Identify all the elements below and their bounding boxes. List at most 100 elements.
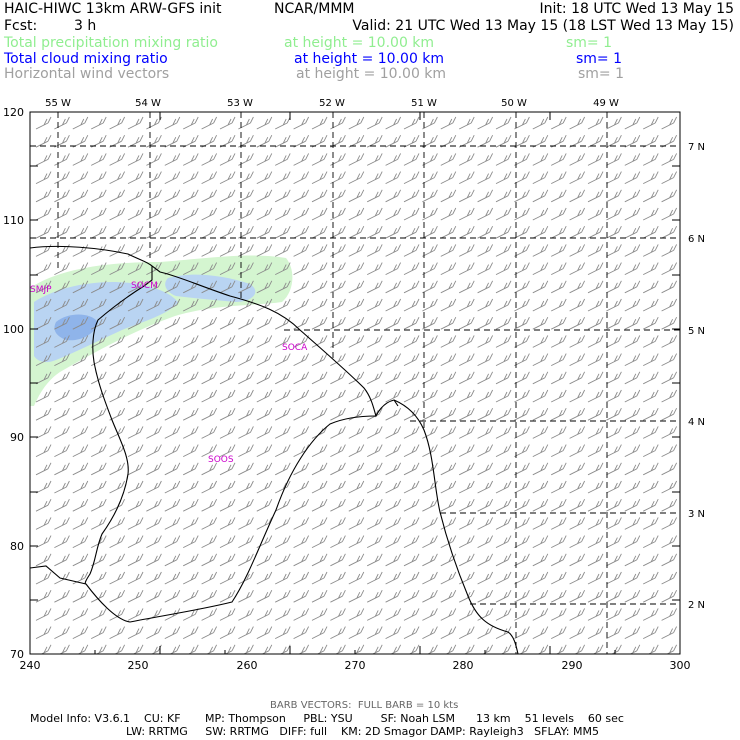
wind-barb <box>311 626 328 640</box>
latitude-labels: 7 N 6 N 5 N 4 N 3 N 2 N <box>688 142 705 611</box>
wind-barb <box>256 626 273 640</box>
wind-barb <box>293 280 310 294</box>
wind-barb <box>90 371 107 385</box>
wind-barb <box>422 207 438 221</box>
wind-barb <box>90 153 107 166</box>
wind-barb <box>458 371 475 385</box>
wind-barb <box>127 407 144 421</box>
wind-barb <box>587 553 604 567</box>
wind-barb <box>274 280 291 294</box>
wind-barb <box>182 426 199 439</box>
wind-barb <box>403 171 420 185</box>
station-labels: SMJP SOCM SOCA SOOS <box>30 281 308 465</box>
wind-barb <box>182 589 199 603</box>
wind-barb <box>182 262 199 276</box>
wind-barb <box>311 371 328 385</box>
wind-barb <box>606 462 622 476</box>
wind-barb <box>54 535 70 549</box>
wind-barb <box>90 189 107 203</box>
wind-barb <box>256 316 273 330</box>
wind-barb <box>606 608 622 621</box>
wind-barb <box>477 116 494 130</box>
wind-barb <box>463 644 475 654</box>
wind-barb <box>477 444 494 458</box>
wind-barb <box>606 207 622 221</box>
wind-barb <box>274 535 291 549</box>
wind-barb <box>219 389 236 403</box>
wind-barb <box>201 134 218 148</box>
wind-barb <box>495 189 512 203</box>
wind-barb <box>348 535 365 549</box>
wind-barb <box>311 207 328 221</box>
wind-barb <box>440 608 457 621</box>
wind-barb <box>458 462 475 476</box>
wind-barb <box>679 492 680 493</box>
wind-barb <box>385 571 402 585</box>
wind-barb <box>642 608 659 621</box>
wind-barb <box>458 298 475 312</box>
wind-barb <box>422 571 438 585</box>
x-axis-ticks <box>29 112 681 654</box>
wind-barb <box>219 244 236 257</box>
wind-barb <box>72 189 89 203</box>
wind-barb <box>182 517 199 530</box>
wind-barb <box>624 189 641 203</box>
wind-barb <box>219 517 236 530</box>
wind-barb <box>311 608 328 621</box>
wind-barb <box>35 553 52 567</box>
wind-barb <box>330 262 346 276</box>
wind-barb <box>661 407 678 421</box>
wind-barb <box>569 353 586 367</box>
wind-barb <box>109 134 126 148</box>
wind-barb <box>366 225 383 239</box>
wind-barb <box>35 626 52 640</box>
wind-barb <box>293 589 310 603</box>
wind-barb <box>422 371 438 385</box>
wind-barb <box>642 389 659 403</box>
wind-barb <box>90 407 107 421</box>
wind-barb <box>477 134 494 148</box>
wind-barb <box>54 262 70 276</box>
wind-barb <box>54 153 70 166</box>
wind-barb <box>40 644 52 654</box>
wind-barb <box>182 389 199 403</box>
wind-barb <box>146 116 162 130</box>
wind-barb <box>440 407 457 421</box>
x-tick-280: 280 <box>453 659 474 672</box>
wind-barb <box>385 116 402 130</box>
wind-barb <box>54 517 70 530</box>
wind-barb <box>403 262 420 276</box>
wind-barb <box>201 116 218 130</box>
wind-barb <box>532 189 549 203</box>
wind-barb <box>661 225 678 239</box>
wind-barb <box>642 517 659 530</box>
wind-barb <box>127 462 144 476</box>
wind-barb <box>642 134 659 148</box>
wind-barb <box>422 444 438 458</box>
wind-barb <box>514 407 530 421</box>
wind-barb <box>661 626 678 640</box>
wind-barb <box>366 316 383 330</box>
wind-barb <box>550 535 567 549</box>
wind-barb <box>146 207 162 221</box>
wind-barb <box>311 189 328 203</box>
wind-barb <box>54 335 70 348</box>
wind-barb <box>403 444 420 458</box>
wind-barb <box>514 426 530 439</box>
wind-barb <box>514 171 530 185</box>
wind-barb <box>54 444 70 458</box>
y-tick-100: 100 <box>3 323 24 336</box>
wind-barb <box>440 589 457 603</box>
wind-barb <box>109 116 126 130</box>
wind-barb <box>366 116 383 130</box>
wind-barb <box>422 298 438 312</box>
wind-barb <box>550 571 567 585</box>
wind-barb <box>330 244 346 257</box>
wind-barb <box>422 189 438 203</box>
wind-barb <box>201 571 218 585</box>
wind-barb <box>514 189 530 203</box>
wind-barb <box>587 535 604 549</box>
wind-barb <box>146 444 162 458</box>
wind-barb <box>606 480 622 494</box>
